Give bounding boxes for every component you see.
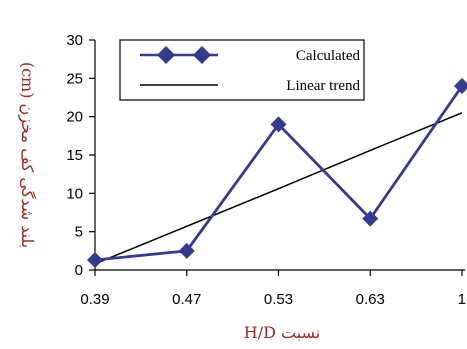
calculated-point	[270, 116, 287, 133]
x-tick-label: 0.53	[264, 291, 293, 308]
y-tick-label: 15	[66, 147, 83, 164]
y-tick-label: 25	[66, 70, 83, 87]
legend-trend-label: Linear trend	[286, 78, 360, 94]
y-tick-label: 30	[66, 32, 83, 49]
series-layer	[87, 78, 467, 269]
x-tick-label: 0.63	[356, 291, 385, 308]
y-axis-title: بلند شدگی کف مخزن (cm)	[18, 62, 37, 248]
y-ticks: 0 5 10 15 20 25 30	[66, 32, 95, 279]
legend-box	[119, 39, 365, 101]
calculated-point	[178, 242, 195, 259]
trend-line	[94, 112, 463, 265]
x-tick-label: 0.39	[80, 291, 109, 308]
y-tick-label: 5	[75, 224, 83, 241]
calculated-point	[87, 252, 103, 269]
y-tick-label: 10	[66, 185, 83, 202]
calculated-point	[362, 210, 379, 227]
calculated-point	[454, 78, 467, 94]
calculated-line	[94, 85, 464, 262]
legend-calculated-marker-1	[157, 46, 175, 64]
x-tick-label: 1	[458, 291, 466, 308]
y-tick-label: 0	[75, 262, 83, 279]
y-tick-label: 20	[66, 109, 83, 126]
legend: Calculated Linear trend	[119, 39, 365, 101]
legend-calculated-label: Calculated	[296, 48, 361, 64]
legend-calculated-marker-2	[193, 46, 211, 64]
x-ticks: 0.39 0.47 0.53 0.63 1	[80, 270, 466, 308]
x-tick-label: 0.47	[172, 291, 201, 308]
x-axis-title: نسبت H/D	[244, 323, 321, 342]
